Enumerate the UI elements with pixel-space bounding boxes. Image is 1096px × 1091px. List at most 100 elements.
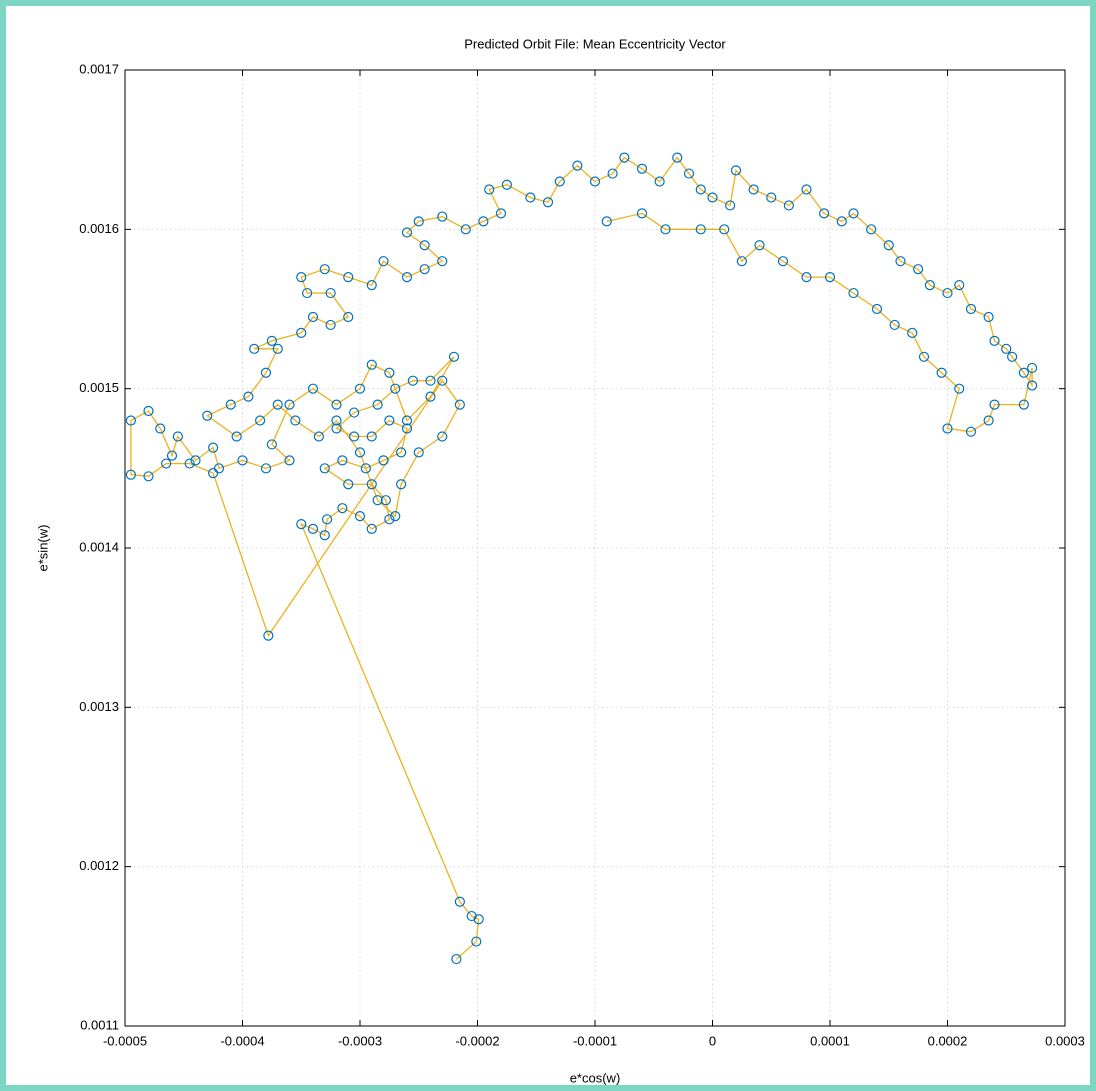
- marker: [719, 224, 730, 235]
- x-tick-label: -0.0004: [220, 1033, 264, 1048]
- marker: [380, 495, 391, 506]
- marker: [396, 447, 407, 458]
- marker: [296, 518, 307, 530]
- marker: [307, 311, 319, 323]
- marker: [1026, 380, 1038, 391]
- marker: [683, 168, 695, 179]
- marker: [366, 479, 377, 490]
- marker: [801, 184, 812, 195]
- marker: [936, 367, 947, 378]
- marker: [313, 431, 324, 442]
- marker: [401, 272, 413, 283]
- marker: [495, 208, 507, 219]
- marker: [913, 264, 924, 275]
- x-tick-label: -0.0003: [338, 1033, 382, 1048]
- marker: [307, 523, 319, 534]
- marker: [471, 936, 482, 947]
- marker: [542, 197, 554, 208]
- marker: [473, 914, 484, 925]
- marker: [384, 415, 395, 426]
- marker: [366, 359, 377, 370]
- marker: [319, 530, 330, 541]
- marker: [284, 399, 295, 410]
- marker: [836, 216, 847, 227]
- marker: [730, 165, 742, 176]
- marker: [460, 224, 471, 235]
- marker: [1001, 343, 1012, 354]
- marker: [525, 192, 536, 203]
- marker: [237, 455, 248, 466]
- y-tick-label: 0.0014: [79, 539, 119, 554]
- marker: [918, 351, 930, 362]
- marker: [378, 256, 389, 267]
- marker: [231, 431, 242, 442]
- marker: [413, 216, 424, 227]
- marker: [360, 463, 371, 474]
- marker: [783, 200, 794, 211]
- plot-border: [124, 69, 1066, 1027]
- marker: [401, 423, 413, 434]
- marker: [672, 152, 683, 163]
- marker: [208, 468, 219, 479]
- marker: [155, 423, 166, 434]
- marker: [707, 192, 718, 203]
- marker: [454, 896, 465, 907]
- marker: [319, 463, 330, 474]
- marker: [319, 264, 330, 275]
- marker: [384, 514, 395, 525]
- marker: [202, 410, 213, 421]
- marker: [636, 163, 648, 174]
- marker: [349, 407, 360, 418]
- marker: [589, 176, 601, 187]
- marker: [166, 450, 178, 461]
- marker: [366, 431, 377, 442]
- marker: [889, 319, 900, 331]
- marker: [965, 426, 977, 437]
- y-tick-label: 0.0012: [79, 858, 119, 873]
- marker: [1026, 362, 1038, 374]
- marker: [343, 311, 354, 323]
- marker: [284, 455, 295, 466]
- marker: [343, 479, 354, 490]
- marker: [372, 495, 383, 506]
- marker: [272, 343, 283, 354]
- x-tick-label: -0.0002: [455, 1033, 499, 1048]
- chart-title: Predicted Orbit File: Mean Eccentricity …: [464, 36, 726, 51]
- marker: [401, 415, 413, 426]
- marker: [337, 455, 348, 466]
- marker: [296, 272, 307, 283]
- marker: [871, 303, 883, 315]
- marker: [331, 415, 342, 426]
- marker: [302, 287, 313, 299]
- marker: [266, 335, 277, 346]
- marker: [125, 469, 136, 480]
- y-tick-label: 0.0015: [79, 380, 119, 395]
- marker: [819, 208, 830, 219]
- marker: [448, 351, 460, 362]
- marker: [754, 240, 765, 251]
- marker: [619, 152, 630, 163]
- marker: [413, 447, 424, 458]
- marker: [654, 176, 665, 187]
- marker: [208, 442, 219, 453]
- marker: [1018, 367, 1029, 378]
- marker: [143, 405, 154, 417]
- x-tick-label: -0.0005: [103, 1033, 147, 1048]
- marker: [695, 184, 706, 195]
- marker: [895, 256, 906, 267]
- marker: [172, 431, 183, 442]
- marker: [954, 383, 965, 394]
- marker: [466, 910, 477, 922]
- marker: [942, 423, 953, 434]
- marker: [695, 224, 706, 235]
- marker: [454, 399, 465, 410]
- marker: [989, 335, 1000, 346]
- marker: [451, 953, 462, 965]
- marker: [325, 319, 336, 331]
- marker: [554, 176, 565, 187]
- marker: [343, 272, 354, 283]
- marker: [437, 431, 448, 442]
- marker: [989, 399, 1000, 410]
- marker: [249, 343, 260, 354]
